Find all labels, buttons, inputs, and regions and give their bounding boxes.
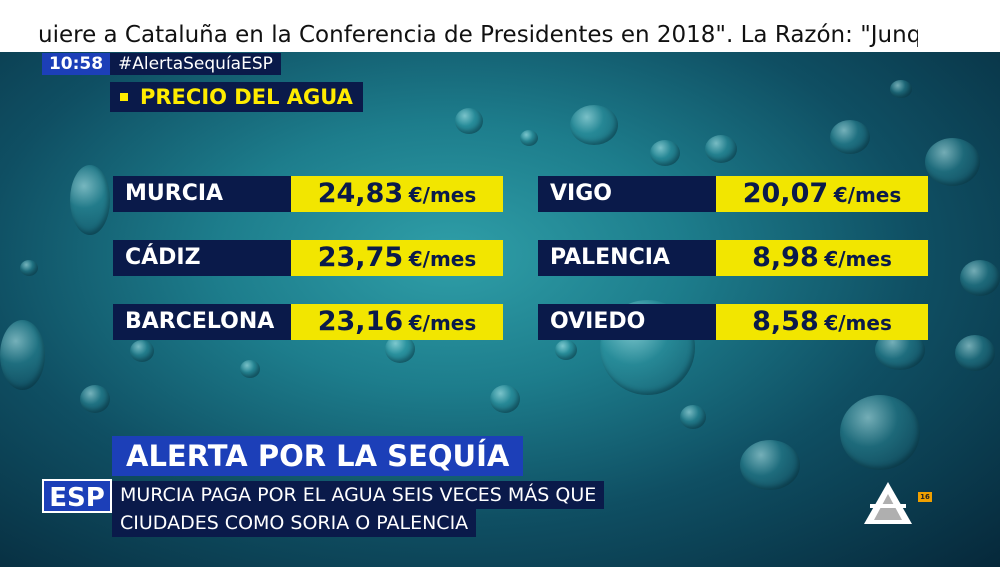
news-ticker: uiere a Cataluña en la Conferencia de Pr… [0,0,1000,52]
price-value: 24,83 €/mes [291,176,503,212]
antena3-logo-icon [864,482,912,524]
price-unit: €/mes [824,247,892,271]
city-label: CÁDIZ [113,240,291,276]
price-value: 23,75 €/mes [291,240,503,276]
price-unit: €/mes [408,311,477,335]
price-value: 8,98 €/mes [716,240,928,276]
price-unit: €/mes [833,183,902,207]
price-row-oviedo: OVIEDO 8,58 €/mes [538,304,928,340]
price-value: 20,07 €/mes [716,176,928,212]
bullet-icon [120,93,128,101]
price-number: 20,07 [742,178,829,209]
price-number: 8,98 [752,242,819,273]
price-number: 24,83 [317,178,404,209]
price-row-palencia: PALENCIA 8,98 €/mes [538,240,928,276]
price-row-murcia: MURCIA 24,83 €/mes [113,176,503,212]
price-value: 23,16 €/mes [291,304,503,340]
price-row-barcelona: BARCELONA 23,16 €/mes [113,304,503,340]
ticker-text: uiere a Cataluña en la Conferencia de Pr… [38,22,918,48]
price-unit: €/mes [824,311,892,335]
city-label: OVIEDO [538,304,716,340]
price-row-vigo: VIGO 20,07 €/mes [538,176,928,212]
channel-badge: ESP [42,479,112,513]
headline: ALERTA POR LA SEQUÍA [112,436,524,476]
price-number: 8,58 [752,306,819,337]
city-label: PALENCIA [538,240,716,276]
city-label: MURCIA [113,176,291,212]
city-label: BARCELONA [113,304,291,340]
clock: 10:58 [42,53,110,75]
price-row-cadiz: CÁDIZ 23,75 €/mes [113,240,503,276]
price-unit: €/mes [408,183,477,207]
subtitle-line-1: MURCIA PAGA POR EL AGUA SEIS VECES MÁS Q… [112,481,605,509]
price-number: 23,75 [317,242,404,273]
price-value: 8,58 €/mes [716,304,928,340]
city-label: VIGO [538,176,716,212]
section-title-text: PRECIO DEL AGUA [140,85,353,109]
hashtag: #AlertaSequíaESP [110,53,281,75]
section-title: PRECIO DEL AGUA [110,82,363,112]
subtitle-line-2: CIUDADES COMO SORIA O PALENCIA [112,509,477,537]
price-unit: €/mes [408,247,477,271]
price-number: 23,16 [317,306,404,337]
age-rating-badge: 16 [918,492,932,502]
